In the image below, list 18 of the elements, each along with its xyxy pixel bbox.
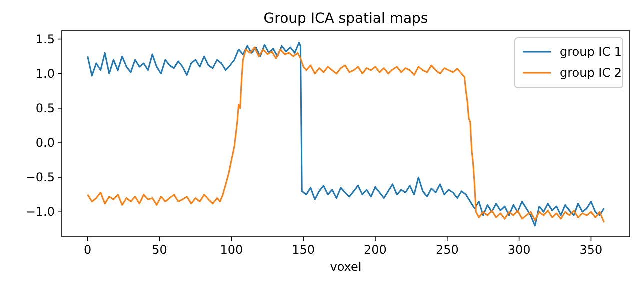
y-tick-label: 0.0: [36, 136, 55, 150]
x-tick-label: 0: [84, 243, 92, 257]
x-tick-label: 150: [292, 243, 316, 257]
y-tick-label: 0.5: [36, 101, 55, 116]
x-tick-label: 100: [220, 243, 244, 257]
chart-title: Group ICA spatial maps: [264, 11, 428, 27]
x-tick-label: 50: [152, 243, 168, 257]
x-tick-label: 350: [580, 243, 603, 257]
legend-label: group IC 2: [560, 66, 622, 80]
y-tick-label: −1.0: [26, 205, 55, 220]
x-tick-label: 250: [436, 243, 459, 257]
y-tick-label: −0.5: [26, 170, 55, 185]
x-tick-label: 200: [364, 243, 387, 257]
y-tick-label: 1.5: [36, 32, 55, 46]
x-axis-title: voxel: [330, 260, 362, 274]
legend-label: group IC 1: [560, 45, 622, 59]
x-tick-label: 300: [508, 243, 531, 257]
y-tick-label: 1.0: [36, 66, 55, 81]
